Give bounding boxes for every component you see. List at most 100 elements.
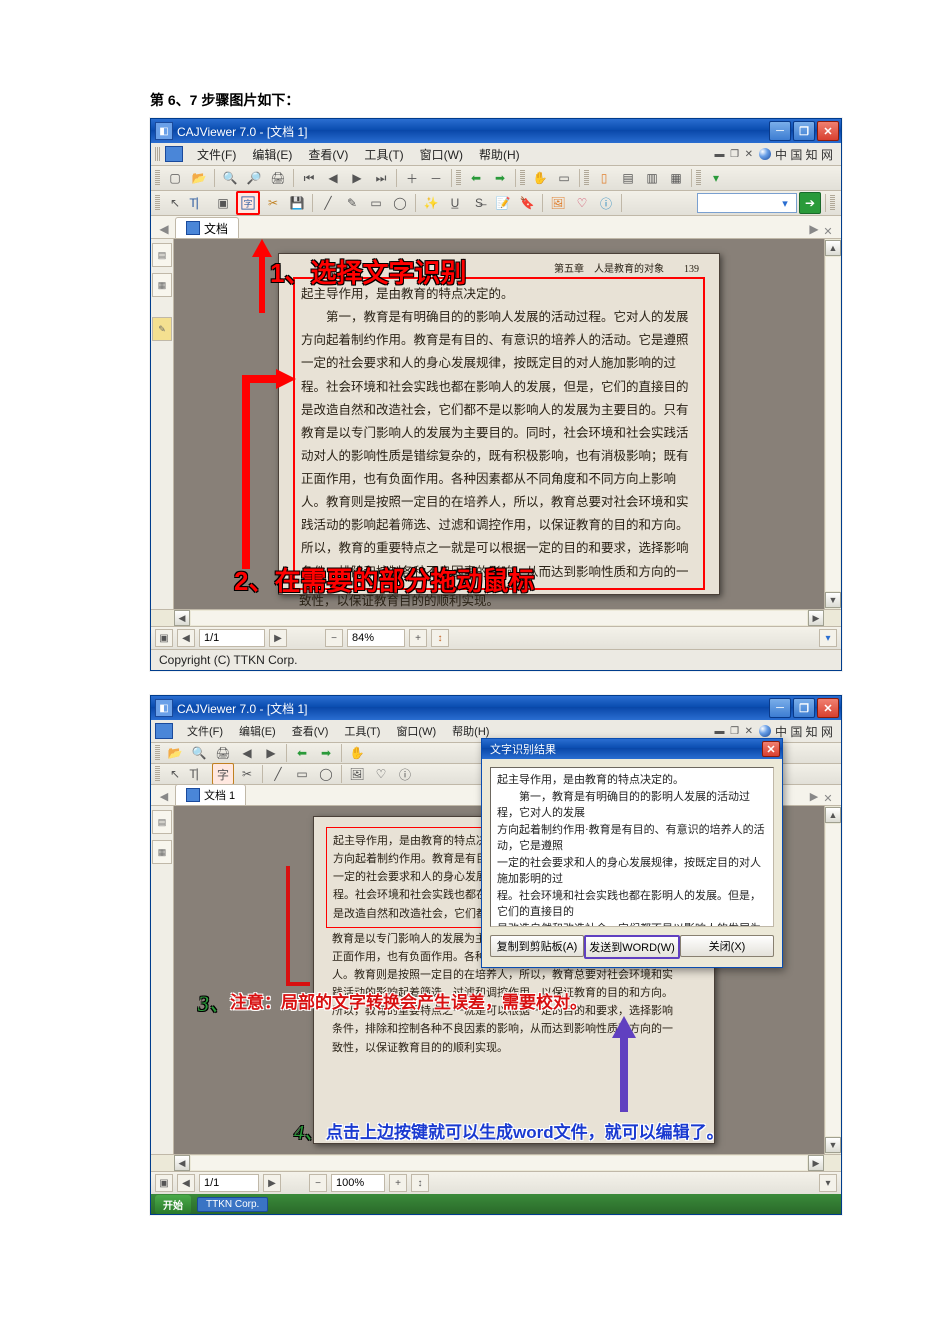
status-next-button[interactable]: ▶ [269, 629, 287, 647]
dock-outline-button[interactable]: ▤ [152, 810, 172, 834]
status-prev-button[interactable]: ◀ [177, 629, 195, 647]
status-view-button[interactable]: ▣ [155, 1174, 173, 1192]
search-combo[interactable]: ▾ [697, 193, 797, 213]
history-fwd-button[interactable]: ➡ [489, 167, 511, 189]
find-next-button[interactable]: 🔎 [243, 167, 265, 189]
hand-tool-button[interactable]: ✋ [346, 742, 368, 764]
dock-outline-button[interactable]: ▤ [152, 243, 172, 267]
scrollbar-vertical[interactable]: ▲ ▼ [824, 239, 841, 609]
nav-first-button[interactable]: ⏮ [298, 167, 320, 189]
start-button[interactable]: 开始 [155, 1195, 191, 1214]
underline-button[interactable]: U̲ [444, 192, 466, 214]
menu-tools[interactable]: 工具(T) [356, 144, 411, 165]
rect-tool-button[interactable]: ▭ [291, 763, 313, 785]
minimize-button[interactable]: ─ [769, 121, 791, 141]
send-to-word-button[interactable]: 发送到WORD(W) [584, 935, 680, 959]
layout-book-button[interactable]: ▦ [665, 167, 687, 189]
zoom-in-button[interactable]: ＋ [401, 167, 423, 189]
status-dropdown[interactable]: ▾ [819, 629, 837, 647]
line-tool-button[interactable]: ╱ [317, 192, 339, 214]
layout-cont-button[interactable]: ▤ [617, 167, 639, 189]
pointer-button[interactable]: ↖ [164, 192, 186, 214]
scroll-right-button[interactable]: ▶ [808, 1155, 824, 1171]
taskbar-item[interactable]: TTKN Corp. [197, 1197, 268, 1212]
nav-prev-button[interactable]: ◀ [322, 167, 344, 189]
titlebar[interactable]: ◧ CAJViewer 7.0 - [文档 1] ─ ❐ ✕ [151, 696, 841, 720]
rect-tool-button[interactable]: ▭ [365, 192, 387, 214]
status-next-button[interactable]: ▶ [263, 1174, 281, 1192]
doc-tab[interactable]: 文档 [175, 217, 239, 238]
hand-tool-button[interactable]: ✋ [529, 167, 551, 189]
document-area[interactable]: 第五章 人是教育的对象 139 起主导作用，是由教育的特点决定的。 第一，教育是… [174, 239, 824, 609]
select-tool-button[interactable]: ▭ [553, 167, 575, 189]
menu-view[interactable]: 查看(V) [300, 144, 356, 165]
mdi-restore-icon[interactable]: ▬ ❐ ✕ [715, 726, 753, 737]
ocr-button[interactable]: 字 [212, 763, 234, 785]
save-image-button[interactable]: 💾 [286, 192, 308, 214]
minimize-button[interactable]: ─ [769, 698, 791, 718]
menu-tools[interactable]: 工具(T) [336, 721, 388, 741]
area-select-button[interactable]: ▣ [212, 192, 234, 214]
zoom-indicator[interactable]: 100% [331, 1174, 385, 1192]
open-button[interactable]: 📂 [164, 742, 186, 764]
history-fwd-button[interactable]: ➡ [315, 742, 337, 764]
menu-window[interactable]: 窗口(W) [388, 721, 444, 741]
zoom-fit-button[interactable]: ↕ [431, 629, 449, 647]
status-view-button[interactable]: ▣ [155, 629, 173, 647]
menu-file[interactable]: 文件(F) [179, 721, 231, 741]
scroll-up-button[interactable]: ▲ [825, 240, 841, 256]
zoom-in-button[interactable]: + [389, 1174, 407, 1192]
zoom-indicator[interactable]: 84% [347, 629, 405, 647]
image-button[interactable]: 🖼 [346, 763, 368, 785]
text-select-button[interactable]: T⎸ [188, 763, 210, 785]
menu-edit[interactable]: 编辑(E) [244, 144, 300, 165]
strike-button[interactable]: S̶ [468, 192, 490, 214]
print-button[interactable]: 🖨 [212, 742, 234, 764]
find-button[interactable]: 🔍 [219, 167, 241, 189]
history-back-button[interactable]: ⬅ [291, 742, 313, 764]
note-button[interactable]: 📝 [492, 192, 514, 214]
zoom-fit-button[interactable]: ↕ [411, 1174, 429, 1192]
zoom-out-button[interactable]: － [425, 167, 447, 189]
dock-thumb-button[interactable]: ▦ [152, 273, 172, 297]
status-dropdown[interactable]: ▾ [819, 1174, 837, 1192]
tab-prev-button[interactable]: ◀ [157, 220, 171, 238]
new-button[interactable]: ▢ [164, 167, 186, 189]
history-back-button[interactable]: ⬅ [465, 167, 487, 189]
pointer-button[interactable]: ↖ [164, 763, 186, 785]
scrollbar-vertical[interactable]: ▲ ▼ [824, 806, 841, 1154]
tab-next-button[interactable]: ▶ [807, 220, 821, 238]
scroll-left-button[interactable]: ◀ [174, 610, 190, 626]
dropdown-button[interactable]: ▾ [705, 167, 727, 189]
tab-prev-button[interactable]: ◀ [157, 787, 171, 805]
copy-clipboard-button[interactable]: 复制到剪贴板(A) [490, 935, 584, 957]
dialog-close-btn[interactable]: 关闭(X) [680, 935, 774, 957]
ellipse-tool-button[interactable]: ◯ [315, 763, 337, 785]
menu-window[interactable]: 窗口(W) [412, 144, 471, 165]
maximize-button[interactable]: ❐ [793, 121, 815, 141]
heart-button[interactable]: ♡ [370, 763, 392, 785]
tab-close-button[interactable]: ✕ [821, 224, 835, 238]
image-button[interactable]: 🖼 [547, 192, 569, 214]
tab-close-button[interactable]: ✕ [821, 791, 835, 805]
page-indicator[interactable]: 1/1 [199, 629, 265, 647]
doc-tab[interactable]: 文档 1 [175, 784, 246, 805]
menu-view[interactable]: 查看(V) [284, 721, 337, 741]
scroll-left-button[interactable]: ◀ [174, 1155, 190, 1171]
line-tool-button[interactable]: ╱ [267, 763, 289, 785]
cnki-logo[interactable]: 中 国 知 网 [755, 146, 837, 163]
close-button[interactable]: ✕ [817, 698, 839, 718]
text-select-button[interactable]: T⎸ [188, 192, 210, 214]
scroll-down-button[interactable]: ▼ [825, 1137, 841, 1153]
zoom-out-button[interactable]: − [309, 1174, 327, 1192]
dock-note-button[interactable]: ✎ [152, 317, 172, 341]
nav-last-button[interactable]: ⏭ [370, 167, 392, 189]
titlebar[interactable]: ◧ CAJViewer 7.0 - [文档 1] ─ ❐ ✕ [151, 119, 841, 143]
heart-button[interactable]: ♡ [571, 192, 593, 214]
page-indicator[interactable]: 1/1 [199, 1174, 259, 1192]
scroll-down-button[interactable]: ▼ [825, 592, 841, 608]
scrollbar-horizontal[interactable]: ◀ ▶ [151, 1154, 841, 1171]
pencil-tool-button[interactable]: ✎ [341, 192, 363, 214]
highlight-button[interactable]: ✨ [420, 192, 442, 214]
print-button[interactable]: 🖨 [267, 167, 289, 189]
